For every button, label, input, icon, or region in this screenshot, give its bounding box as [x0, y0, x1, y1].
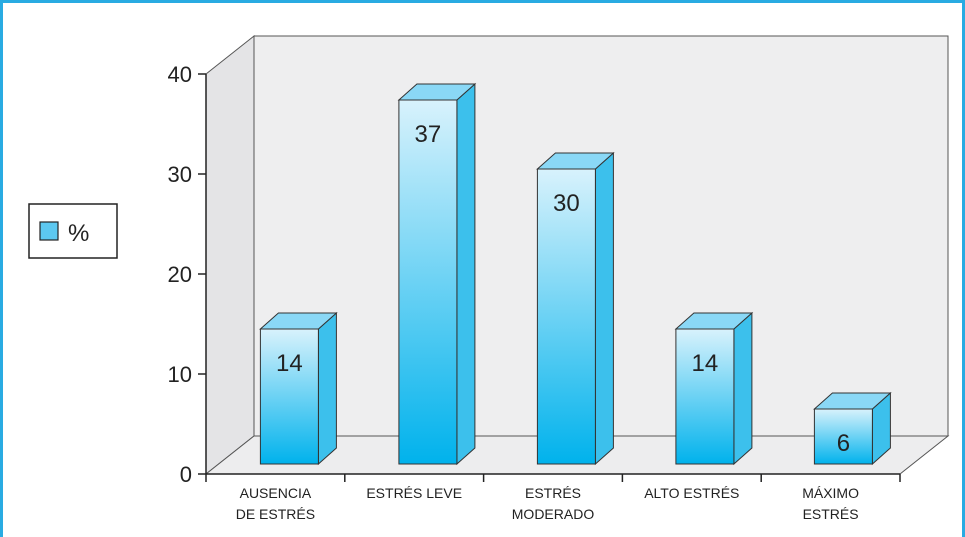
bar-cap [813, 392, 892, 410]
category-labels: AUSENCIA DE ESTRÉS ESTRÉS LEVE ESTRÉS MODERA… [236, 485, 859, 522]
bar-front [536, 168, 596, 465]
y-tick-label: 40 [168, 62, 192, 87]
bar: 14 [259, 311, 338, 466]
category-label: AUSENCIA DE ESTRÉS [236, 485, 315, 522]
data-label: 37 [415, 121, 442, 148]
y-axis: 0 10 20 30 40 [168, 62, 901, 487]
side-wall [205, 34, 255, 476]
bar-front [813, 408, 873, 465]
bar-front [675, 328, 735, 465]
bar-front [398, 99, 458, 465]
category-label: ESTRÉS LEVE [366, 485, 462, 501]
bar: 37 [397, 82, 477, 466]
legend-label: % [68, 220, 89, 247]
bar-front [259, 328, 319, 465]
y-tick-label: 30 [168, 162, 192, 187]
category-label: MÁXIMO ESTRÉS [802, 485, 859, 522]
bar-side [456, 82, 476, 466]
legend: % [28, 203, 118, 259]
bar-side [594, 151, 614, 466]
bar-cap [674, 312, 754, 330]
bar: 30 [536, 151, 615, 466]
data-label: 30 [553, 190, 580, 217]
bars: 14 37 30 14 6 [259, 82, 892, 466]
bar-side [317, 311, 337, 466]
category-label: ALTO ESTRÉS [644, 485, 739, 501]
data-label: 14 [692, 350, 719, 377]
bar-cap [536, 152, 615, 170]
bar: 6 [813, 391, 892, 466]
data-label: 6 [837, 430, 850, 457]
legend-swatch [39, 221, 59, 241]
bar: 14 [674, 311, 754, 466]
category-label: ESTRÉS MODERADO [512, 485, 595, 522]
data-label: 14 [276, 350, 303, 377]
y-tick-label: 10 [168, 362, 192, 387]
bar-cap [397, 83, 477, 101]
y-tick-label: 0 [180, 462, 192, 487]
bar-cap [259, 312, 338, 330]
y-tick-label: 20 [168, 262, 192, 287]
bar-side [733, 311, 753, 466]
